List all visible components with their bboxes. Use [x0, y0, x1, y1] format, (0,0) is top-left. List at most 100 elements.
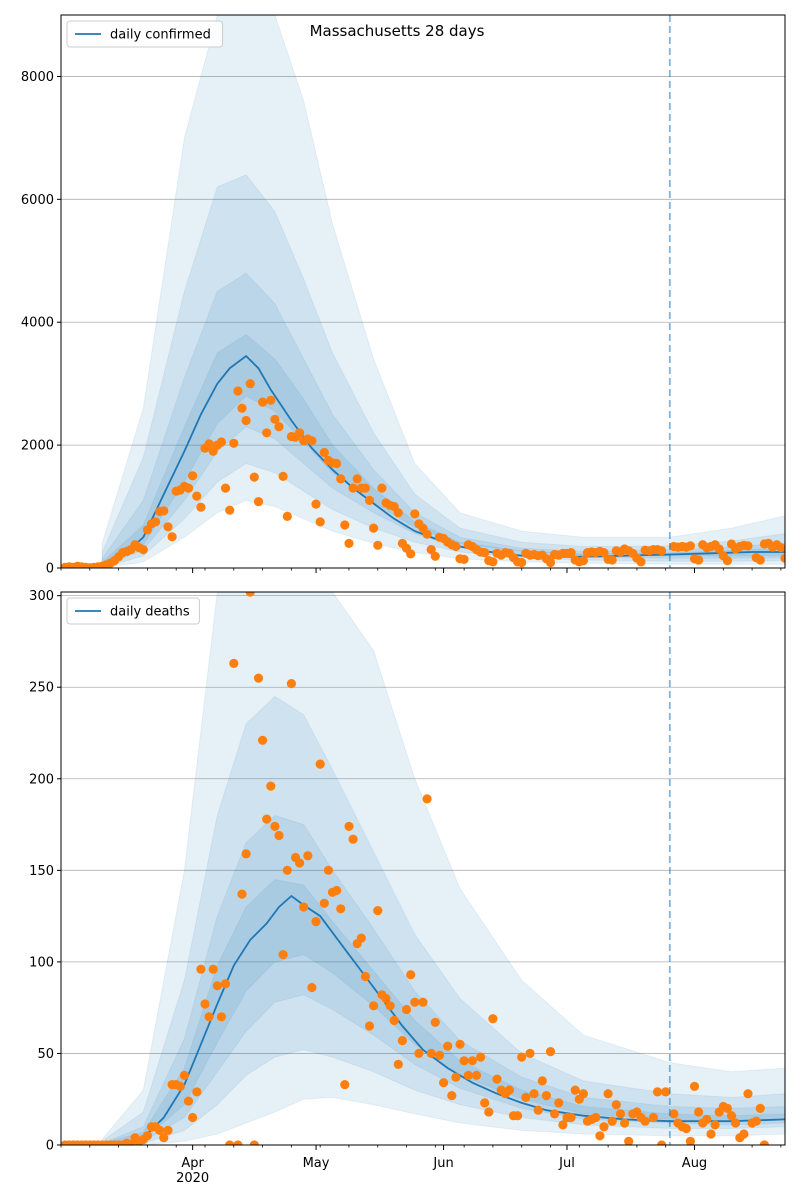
uncertainty-band: [101, 272, 785, 568]
data-point: [566, 548, 576, 558]
data-point: [360, 483, 370, 493]
uncertainty-band: [101, 695, 785, 1145]
data-point: [167, 532, 177, 542]
data-point: [364, 1021, 375, 1031]
data-point: [295, 858, 305, 868]
data-point: [216, 1012, 226, 1022]
data-point: [426, 1048, 436, 1058]
data-point: [702, 1114, 712, 1124]
data-point: [426, 545, 436, 555]
legend-box: [66, 20, 223, 48]
data-point: [439, 1078, 449, 1088]
data-point: [393, 1059, 403, 1069]
data-point: [739, 1129, 749, 1139]
data-point: [229, 438, 239, 448]
data-point: [714, 544, 724, 554]
data-point: [648, 1112, 659, 1123]
data-point: [434, 1050, 445, 1060]
data-point: [447, 1091, 457, 1101]
data-point: [389, 1015, 399, 1026]
data-point: [204, 1012, 214, 1022]
data-point: [188, 1112, 198, 1123]
data-point: [410, 509, 420, 519]
data-point: [175, 1081, 185, 1091]
y-tick-label: 150: [29, 864, 54, 879]
data-point: [607, 555, 617, 565]
data-point: [159, 1133, 169, 1143]
y-tick-label: 0: [46, 1139, 54, 1154]
data-point: [196, 502, 206, 512]
data-point: [192, 491, 202, 501]
data-point: [373, 540, 383, 550]
data-point: [233, 1140, 243, 1145]
y-tick-label: 4000: [21, 316, 54, 331]
data-point: [245, 379, 255, 389]
figure-title: Massachusetts 28 days: [310, 22, 485, 40]
data-point: [685, 541, 696, 551]
x-tick-label: Jun: [432, 1156, 453, 1171]
data-point: [225, 505, 235, 515]
data-point: [204, 439, 214, 449]
data-point: [406, 549, 416, 559]
data-point: [241, 849, 251, 859]
y-tick-label: 300: [29, 589, 54, 604]
data-point: [229, 658, 239, 669]
data-point: [743, 1089, 753, 1099]
data-point: [685, 1136, 695, 1145]
data-point: [414, 1048, 424, 1058]
data-point: [459, 554, 469, 565]
data-point: [550, 1109, 560, 1119]
data-point: [611, 1100, 621, 1110]
data-point: [315, 517, 325, 527]
data-point: [603, 1089, 613, 1099]
data-point: [607, 1116, 617, 1126]
y-tick-label: 2000: [21, 439, 54, 454]
data-point: [245, 592, 255, 597]
data-point: [455, 1039, 465, 1049]
data-point: [278, 950, 288, 960]
data-point: [706, 1129, 716, 1139]
y-tick-label: 250: [29, 681, 54, 696]
data-point: [537, 1076, 547, 1086]
data-point: [545, 1047, 556, 1057]
data-point: [694, 1107, 704, 1117]
data-point: [373, 906, 383, 916]
data-point: [722, 1103, 733, 1113]
data-point: [220, 483, 231, 493]
data-point: [311, 499, 321, 509]
data-point: [311, 917, 321, 927]
data-point: [517, 557, 527, 568]
x-tick-label: May: [303, 1156, 330, 1171]
data-point: [208, 964, 218, 974]
data-point: [183, 483, 194, 493]
data-point: [657, 546, 667, 556]
data-point: [216, 437, 226, 447]
data-point: [443, 1041, 453, 1051]
plot-area: [61, 15, 785, 568]
data-point: [212, 981, 222, 991]
y-tick-label: 0: [46, 562, 54, 577]
data-point: [743, 541, 753, 551]
data-point: [381, 993, 391, 1004]
data-point: [163, 1125, 173, 1135]
data-point: [364, 495, 375, 505]
data-point: [262, 428, 272, 438]
data-point: [463, 1070, 473, 1080]
data-point: [138, 545, 148, 555]
data-point: [340, 1080, 350, 1090]
uncertainty-band: [101, 174, 785, 568]
data-point: [710, 1120, 720, 1130]
data-point: [640, 1116, 650, 1126]
data-point: [661, 1087, 671, 1097]
data-point: [282, 511, 292, 521]
data-point: [258, 397, 268, 407]
y-tick-label: 8000: [21, 70, 54, 85]
legend: daily confirmed: [66, 20, 223, 48]
data-point: [344, 538, 354, 549]
data-point: [225, 1140, 235, 1145]
x-tick-label: Aug: [682, 1156, 707, 1171]
data-point: [258, 735, 268, 745]
data-point: [262, 814, 272, 824]
data-point: [336, 904, 346, 914]
